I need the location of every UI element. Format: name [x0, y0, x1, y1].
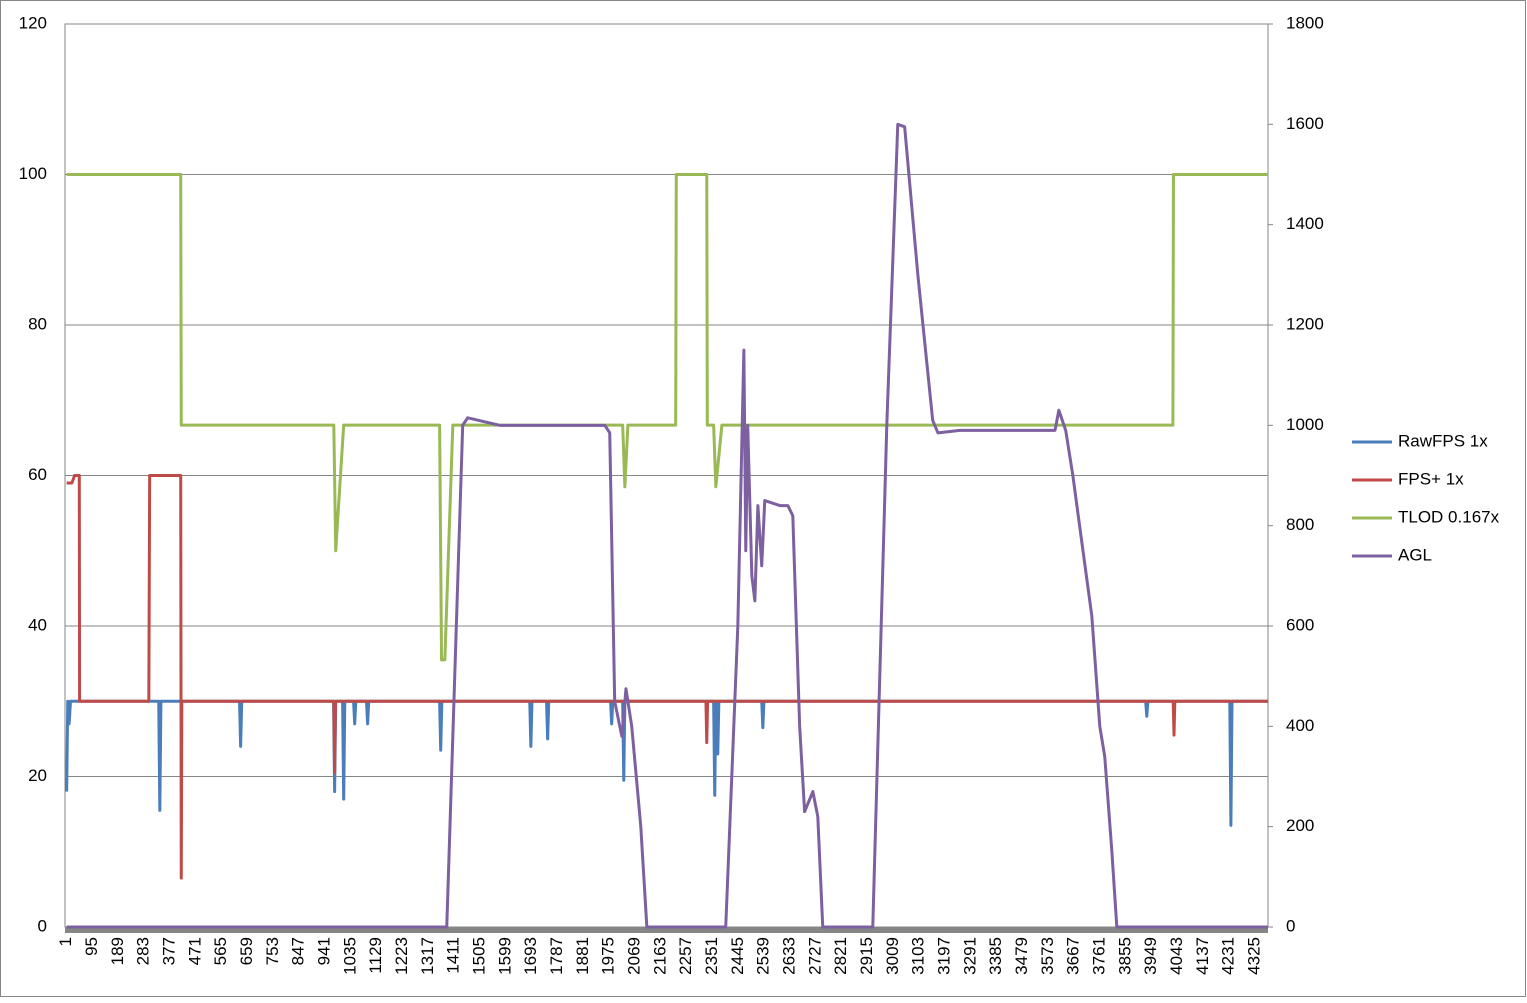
x-tick-label: 2915 [857, 937, 876, 975]
x-tick-label: 4325 [1245, 937, 1264, 975]
legend-label: FPS+ 1x [1398, 469, 1464, 488]
x-tick-label: 753 [263, 937, 282, 965]
x-tick-label: 471 [185, 937, 204, 965]
x-tick-label: 847 [289, 937, 308, 965]
y2-tick-label: 200 [1286, 816, 1314, 835]
x-tick-label: 1693 [521, 937, 540, 975]
series-line [66, 122, 1268, 929]
y-tick-label: 60 [28, 465, 47, 484]
x-tick-label: 3949 [1141, 937, 1160, 975]
y2-tick-label: 1200 [1286, 314, 1324, 333]
y2-tick-label: 0 [1286, 916, 1295, 935]
x-tick-label: 1787 [547, 937, 566, 975]
x-tick-label: 1411 [444, 937, 463, 974]
x-tick-label: 2163 [650, 937, 669, 975]
x-tick-label: 2445 [728, 937, 747, 975]
x-tick-label: 3855 [1115, 937, 1134, 975]
legend-label: TLOD 0.167x [1398, 507, 1500, 526]
x-tick-label: 2069 [625, 937, 644, 975]
x-tick-label: 3667 [1064, 937, 1083, 975]
x-tick-label: 189 [108, 937, 127, 965]
x-tick-label: 1975 [599, 937, 618, 975]
y2-tick-label: 1800 [1286, 13, 1324, 32]
series-line [66, 474, 1268, 880]
x-tick-label: 4137 [1193, 937, 1212, 975]
x-tick-label: 3385 [986, 937, 1005, 975]
x-tick-label: 1317 [418, 937, 437, 975]
series-line [65, 699, 1268, 827]
x-tick-label: 565 [211, 937, 230, 965]
x-tick-label: 941 [314, 937, 333, 965]
x-tick-label: 3009 [883, 937, 902, 975]
x-tick-label: 659 [237, 937, 256, 965]
x-tick-label: 3103 [909, 937, 928, 975]
x-tick-label: 3573 [1038, 937, 1057, 975]
y2-tick-label: 800 [1286, 515, 1314, 534]
x-tick-label: 1505 [470, 937, 489, 975]
x-tick-label: 2539 [754, 937, 773, 975]
x-tick-label: 2821 [831, 937, 850, 975]
y2-tick-label: 600 [1286, 615, 1314, 634]
y-tick-label: 100 [19, 164, 47, 183]
x-tick-label: 283 [134, 937, 153, 965]
x-tick-label: 2351 [702, 937, 721, 975]
legend-label: AGL [1398, 545, 1432, 564]
y-tick-label: 0 [38, 916, 47, 935]
x-tick-label: 95 [82, 937, 101, 956]
x-tick-label: 3197 [935, 937, 954, 975]
y2-tick-label: 400 [1286, 716, 1314, 735]
x-tick-label: 1035 [340, 937, 359, 975]
y2-tick-label: 1600 [1286, 114, 1324, 133]
legend-label: RawFPS 1x [1398, 431, 1488, 450]
x-tick-label: 1129 [366, 937, 385, 974]
y-tick-label: 20 [28, 766, 47, 785]
x-tick-label: 2727 [805, 937, 824, 975]
x-tick-label: 2257 [676, 937, 695, 975]
y-tick-label: 80 [28, 314, 47, 333]
x-tick-label: 1223 [392, 937, 411, 975]
y-tick-label: 120 [19, 13, 47, 32]
x-tick-label: 1 [56, 937, 75, 946]
y2-tick-label: 1400 [1286, 214, 1324, 233]
x-tick-label: 377 [159, 937, 178, 965]
x-tick-label: 3291 [960, 937, 979, 975]
y2-tick-label: 1000 [1286, 415, 1324, 434]
x-axis-band [65, 927, 1268, 933]
x-tick-label: 3479 [1012, 937, 1031, 975]
series-line [66, 173, 1268, 662]
x-tick-label: 4043 [1167, 937, 1186, 975]
y-tick-label: 40 [28, 615, 47, 634]
x-tick-label: 3761 [1090, 937, 1109, 975]
x-tick-label: 1599 [495, 937, 514, 975]
x-tick-label: 1881 [573, 937, 592, 975]
x-tick-label: 2633 [780, 937, 799, 975]
x-tick-label: 4231 [1219, 937, 1238, 975]
